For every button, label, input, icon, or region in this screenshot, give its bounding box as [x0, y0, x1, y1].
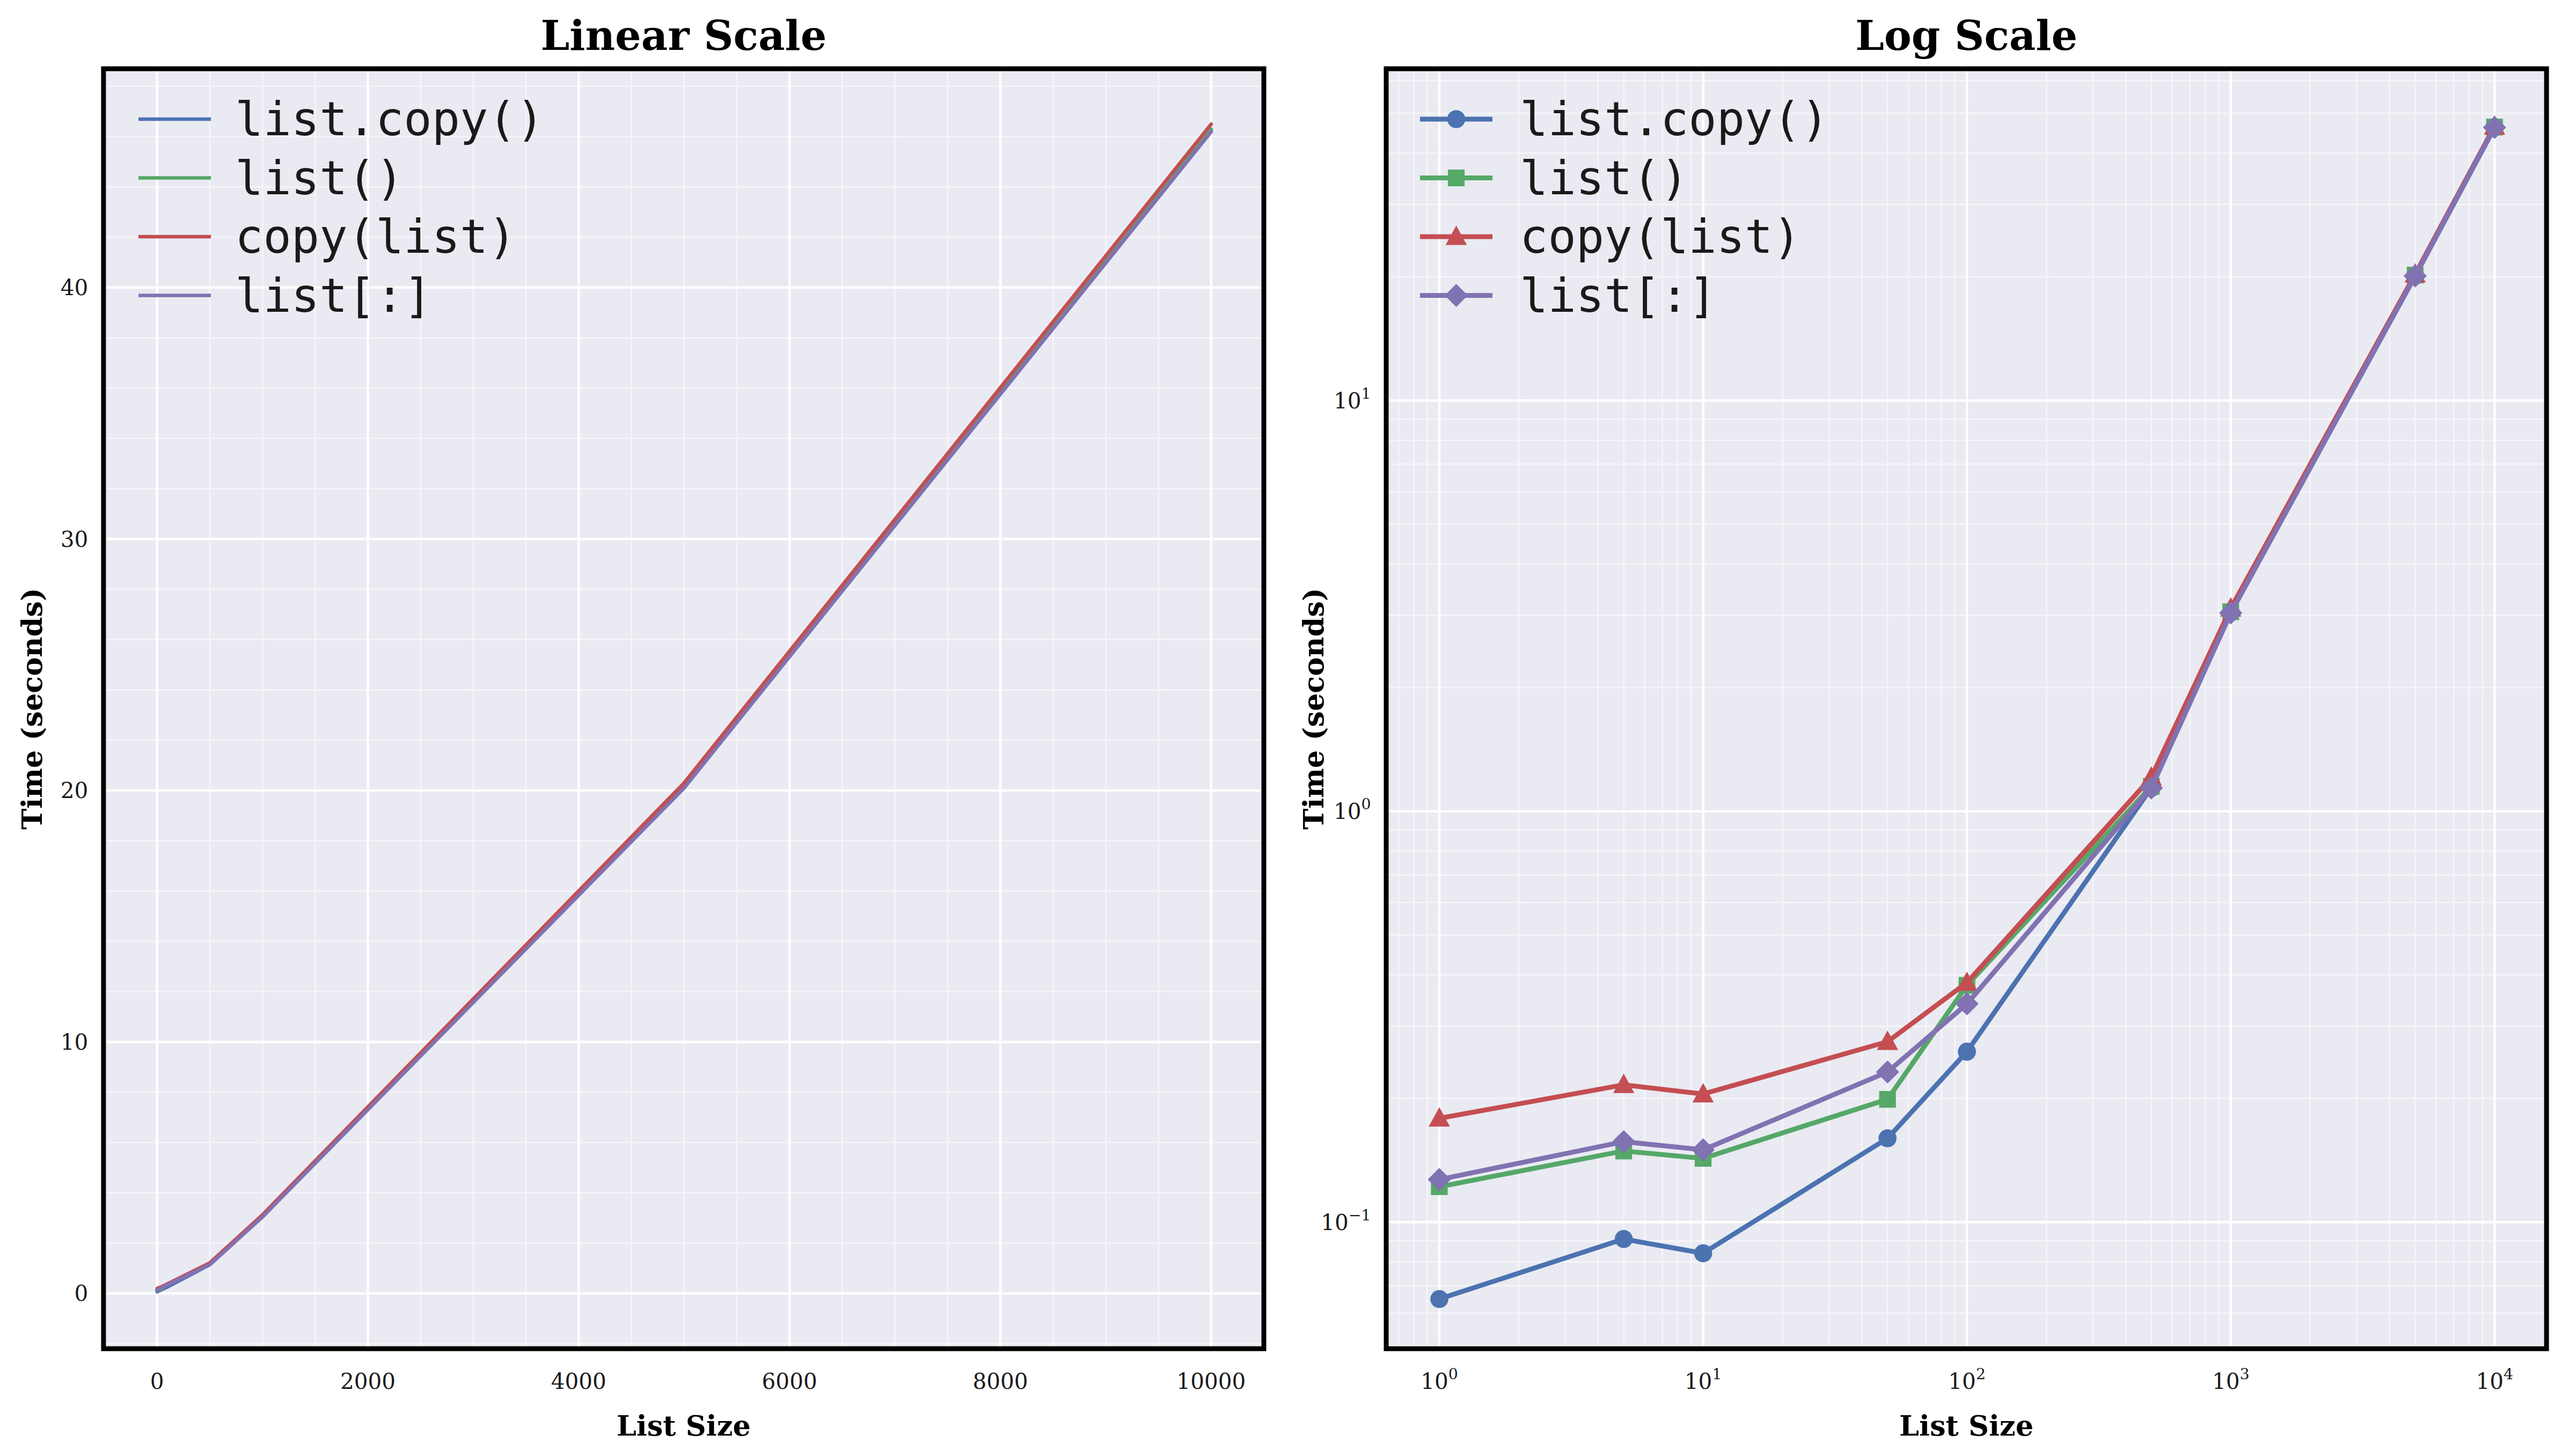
data-point-list.copy() [1878, 1129, 1897, 1147]
chart-log: 100 101 102 103 104 10−1 100 101 List Size Time (… [1297, 11, 2546, 1442]
benchmark-figure: 0 2000 4000 6000 8000 10000 0 10 20 30 40 List Size… [0, 0, 2576, 1449]
legend-label: list.copy() [1520, 92, 1829, 147]
data-point-list.copy() [1430, 1290, 1448, 1308]
y-tick-label: 10 [61, 1029, 89, 1055]
x-tick-label: 104 [2476, 1365, 2513, 1394]
legend-label: list() [1520, 151, 1688, 206]
y-tick-label: 20 [61, 778, 89, 803]
chart-title: Log Scale [1855, 11, 2077, 60]
y-tick-label: 10−1 [1321, 1206, 1371, 1235]
legend-label: list[:] [1520, 268, 1717, 323]
y-tick-label: 0 [75, 1280, 89, 1306]
legend-circle-marker [1447, 110, 1466, 128]
legend-label: copy(list) [1520, 209, 1801, 264]
legend-label: list.copy() [235, 92, 544, 147]
legend-label: list[:] [235, 268, 432, 323]
x-tick-label: 2000 [340, 1368, 396, 1394]
x-tick-labels: 100 101 102 103 104 [1421, 1365, 2513, 1394]
x-tick-label: 0 [150, 1368, 164, 1394]
chart-linear: 0 2000 4000 6000 8000 10000 0 10 20 30 40 List Size… [16, 11, 1264, 1442]
x-axis-label: List Size [617, 1409, 751, 1442]
x-tick-label: 6000 [762, 1368, 817, 1394]
x-tick-label: 100 [1421, 1365, 1458, 1394]
chart-title: Linear Scale [541, 11, 827, 60]
legend-label: copy(list) [235, 209, 516, 264]
x-tick-label: 101 [1685, 1365, 1722, 1394]
data-point-list.copy() [1694, 1244, 1713, 1262]
x-tick-label: 8000 [972, 1368, 1028, 1394]
legend-square-marker [1448, 170, 1465, 186]
y-axis-label: Time (seconds) [1297, 588, 1330, 829]
y-tick-label: 101 [1334, 385, 1371, 414]
y-tick-label: 100 [1334, 795, 1371, 824]
y-tick-label: 40 [61, 275, 89, 301]
x-tick-label: 10000 [1176, 1368, 1246, 1394]
y-axis-label: Time (seconds) [16, 588, 48, 829]
x-tick-label: 103 [2212, 1365, 2250, 1394]
data-point-list.copy() [1615, 1230, 1633, 1248]
legend-label: list() [235, 151, 404, 206]
data-point-list.copy() [1958, 1043, 1976, 1061]
y-tick-label: 30 [61, 526, 89, 552]
data-point-list() [1879, 1091, 1896, 1108]
x-tick-label: 102 [1948, 1365, 1986, 1394]
figure-canvas: 0 2000 4000 6000 8000 10000 0 10 20 30 40 List Size… [0, 0, 2576, 1449]
y-tick-labels: 0 10 20 30 40 [61, 275, 89, 1306]
x-tick-labels: 0 2000 4000 6000 8000 10000 [150, 1368, 1246, 1394]
x-tick-label: 4000 [551, 1368, 606, 1394]
x-axis-label: List Size [1899, 1409, 2033, 1442]
